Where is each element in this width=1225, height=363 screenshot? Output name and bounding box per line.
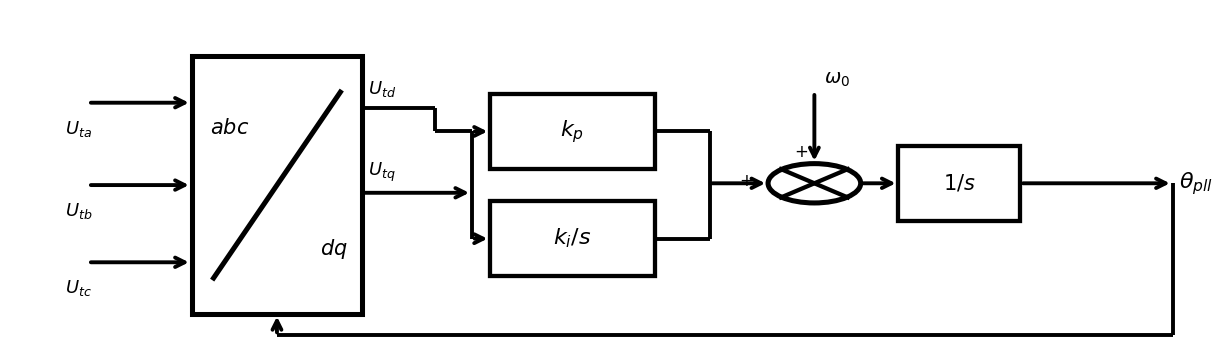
Bar — [898, 146, 1020, 221]
Ellipse shape — [768, 164, 861, 203]
Text: $U_{tb}$: $U_{tb}$ — [65, 201, 92, 221]
Bar — [490, 94, 654, 169]
Text: $1/s$: $1/s$ — [943, 173, 976, 194]
Text: $k_i/s$: $k_i/s$ — [554, 227, 592, 250]
Text: $\omega_0$: $\omega_0$ — [824, 70, 850, 89]
Text: $+$: $+$ — [740, 172, 753, 191]
Text: $k_p$: $k_p$ — [561, 118, 584, 145]
Bar — [490, 201, 654, 276]
Text: $U_{td}$: $U_{td}$ — [369, 79, 397, 99]
Text: $abc$: $abc$ — [209, 118, 249, 138]
Text: $U_{tc}$: $U_{tc}$ — [65, 278, 92, 298]
Bar — [191, 56, 363, 314]
Text: $+$: $+$ — [794, 143, 809, 162]
Text: $\theta_{pll}$: $\theta_{pll}$ — [1178, 170, 1213, 197]
Text: $dq$: $dq$ — [320, 237, 348, 261]
Text: $U_{tq}$: $U_{tq}$ — [369, 161, 396, 184]
Text: $U_{ta}$: $U_{ta}$ — [65, 119, 92, 139]
